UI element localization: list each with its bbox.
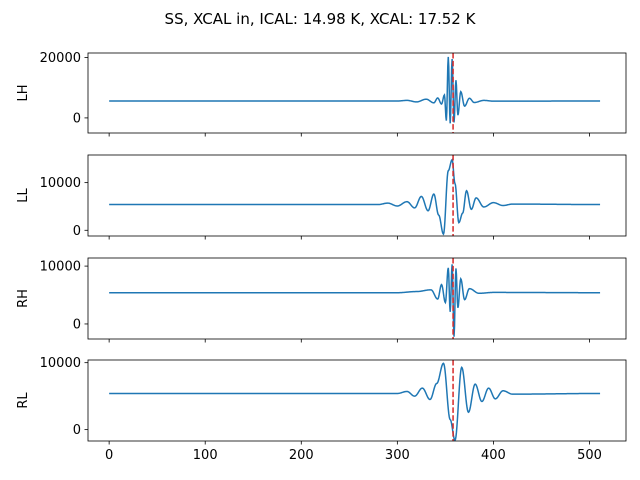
x-tick-label: 0 xyxy=(105,448,113,463)
subplot-ll: 0 10000 LL xyxy=(16,154,627,240)
y-axis-label: RH xyxy=(16,289,31,308)
x-tick-label: 100 xyxy=(193,448,218,463)
axes-frame xyxy=(87,257,627,340)
y-tick-label: 0 xyxy=(73,423,81,438)
y-axis-label: RL xyxy=(16,392,31,409)
subplot-rl: 0 10000 0 100 200 300 400 500 RL xyxy=(16,356,627,463)
x-tick-label: 500 xyxy=(577,448,602,463)
y-axis-label: LH xyxy=(16,84,31,101)
axes-frame xyxy=(87,52,627,134)
y-tick-label: 0 xyxy=(73,111,81,126)
series-line-ll xyxy=(109,158,601,236)
y-tick-label: 20000 xyxy=(40,51,81,66)
series-line-lh xyxy=(109,56,601,124)
axes-frame xyxy=(87,359,627,442)
y-tick-label: 10000 xyxy=(40,356,81,371)
x-tick-label: 200 xyxy=(289,448,314,463)
subplot-lh: 0 20000 LH xyxy=(16,51,627,137)
y-tick-label: 0 xyxy=(73,224,81,239)
y-axis-label: LL xyxy=(16,188,31,203)
figure-title: SS, XCAL in, ICAL: 14.98 K, XCAL: 17.52 … xyxy=(165,10,477,28)
y-tick-label: 0 xyxy=(73,317,81,332)
series-line-rh xyxy=(109,264,601,337)
subplot-rh: 0 10000 RH xyxy=(16,257,627,343)
subplot-stack: 0 20000 LH 0 10000 LL 0 10000 RH 0 10000 0 100 200 300… xyxy=(16,51,627,463)
axes-frame xyxy=(87,154,627,237)
x-tick-label: 300 xyxy=(385,448,410,463)
y-tick-label: 10000 xyxy=(40,260,81,275)
x-tick-label: 400 xyxy=(481,448,506,463)
y-tick-label: 10000 xyxy=(40,176,81,191)
series-line-rl xyxy=(109,362,601,441)
